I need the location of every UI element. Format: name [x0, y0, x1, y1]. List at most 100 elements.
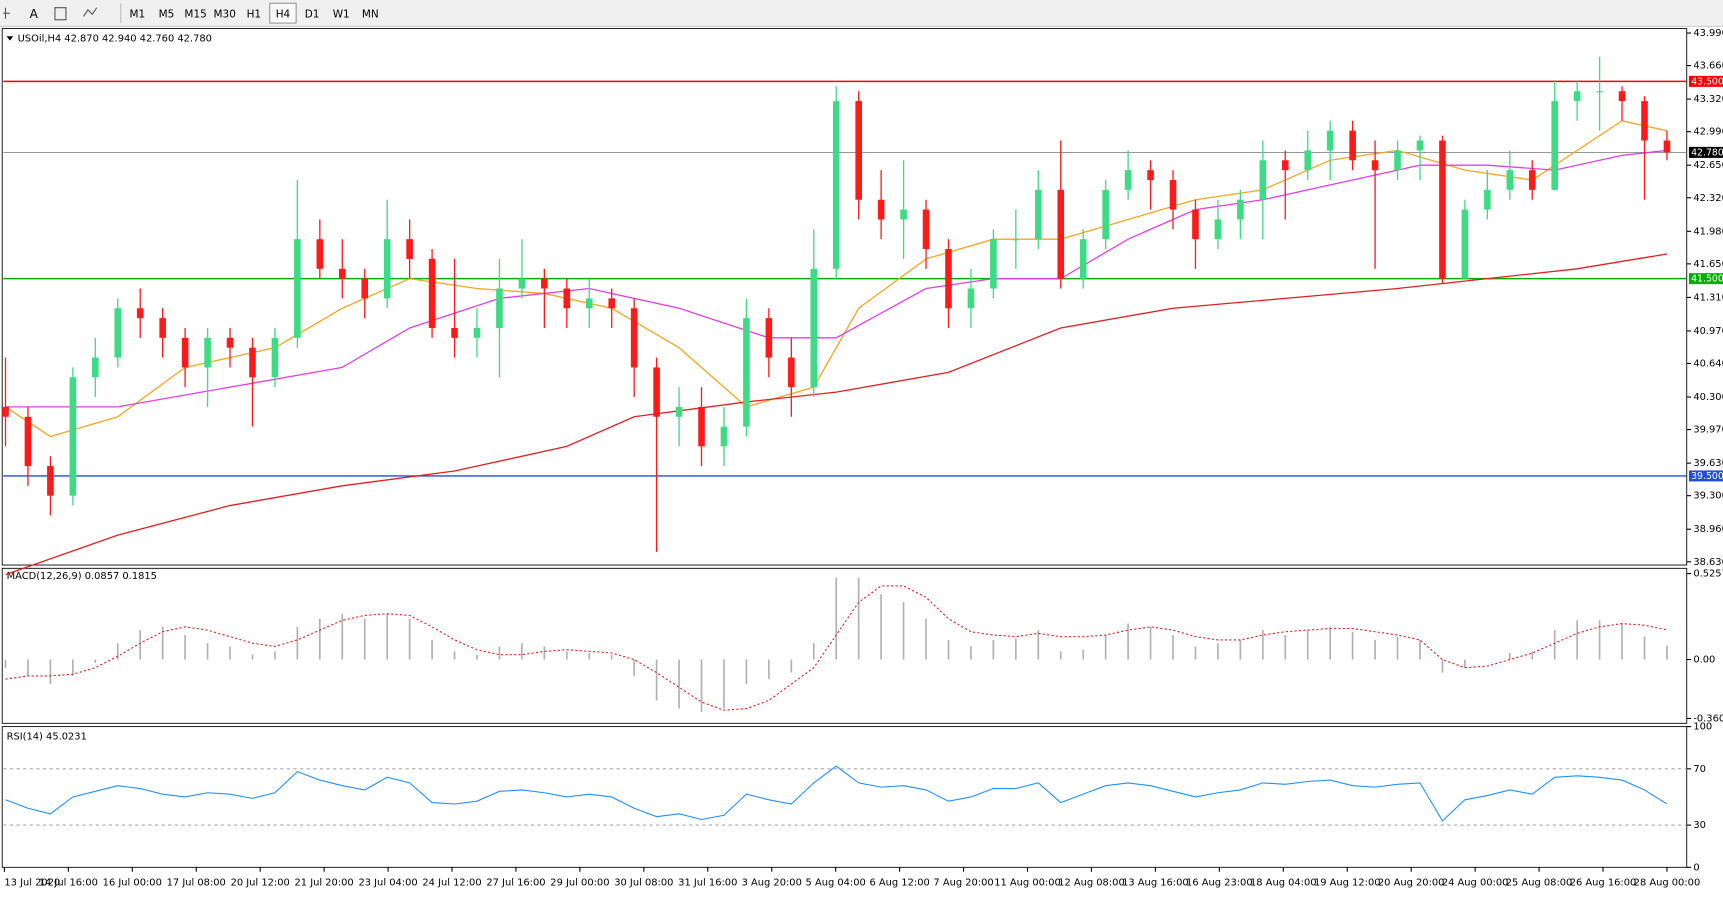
x-tick-label: 12 Aug 08:00	[1058, 878, 1125, 889]
x-tick-label: 13 Jul 2020	[4, 878, 60, 889]
y-tick-label: 39.630	[1693, 458, 1723, 469]
candle-body	[765, 318, 773, 358]
candle-body	[1079, 239, 1087, 279]
y-tick-label: 70	[1693, 764, 1706, 775]
candle-body	[69, 377, 77, 496]
candle-body	[1618, 91, 1626, 102]
candle-body	[114, 308, 122, 358]
timeframe-button[interactable]: M15	[184, 8, 206, 20]
candle-body	[1484, 189, 1491, 210]
x-tick-label: 19 Aug 12:00	[1314, 878, 1381, 889]
candle-body	[1124, 170, 1132, 190]
candle-body	[1371, 160, 1379, 171]
candle-body	[451, 327, 458, 338]
timeframe-button[interactable]: H4	[276, 8, 291, 20]
timeframe-button[interactable]: M5	[159, 8, 175, 20]
x-tick-label: 17 Jul 08:00	[167, 878, 226, 889]
rsi-panel	[1, 726, 1688, 868]
candle-body	[990, 239, 997, 289]
level-label: 42.780	[1691, 147, 1723, 158]
x-tick-label: 16 Aug 23:00	[1186, 878, 1253, 889]
y-tick-label: 41.980	[1693, 226, 1723, 237]
y-tick-label: -0.3603	[1693, 713, 1723, 724]
candle-body	[1596, 91, 1603, 93]
y-tick-label: 40.640	[1693, 358, 1723, 369]
level-label: 43.500	[1691, 76, 1723, 87]
macd-panel	[1, 567, 1688, 724]
candle-body	[518, 278, 526, 289]
candle-body	[226, 337, 234, 348]
candle-body	[1214, 219, 1222, 240]
y-tick-label: 0.00	[1693, 655, 1715, 666]
level-label: 41.500	[1691, 274, 1723, 285]
candle-body	[967, 288, 975, 309]
candle-body	[698, 406, 705, 447]
x-tick-label: 5 Aug 04:00	[806, 878, 866, 889]
moving-average	[5, 253, 1668, 576]
x-tick-label: 31 Jul 16:00	[678, 878, 737, 889]
candle-body	[1304, 150, 1312, 171]
x-tick-label: 21 Jul 20:00	[295, 878, 354, 889]
candle-body	[136, 308, 144, 319]
candle-body	[608, 298, 616, 309]
candle-body	[810, 268, 818, 388]
y-tick-label: 43.320	[1693, 94, 1723, 105]
candle-body	[720, 426, 728, 447]
candle-body	[1349, 130, 1356, 161]
timeframe-button[interactable]: W1	[333, 8, 350, 20]
y-tick-label: 30	[1693, 820, 1706, 831]
timeframe-button[interactable]: M30	[214, 8, 236, 20]
candle-body	[1034, 189, 1042, 240]
y-tick-label: 43.990	[1693, 28, 1723, 39]
candle-body	[1663, 140, 1671, 153]
label-icon	[54, 7, 67, 21]
candle-body	[383, 239, 391, 299]
candle-body	[338, 268, 346, 279]
timeframe-button[interactable]: M1	[130, 8, 146, 20]
y-tick-label: 42.990	[1693, 127, 1723, 138]
candle-body	[1259, 160, 1267, 200]
x-tick-label: 25 Aug 08:00	[1506, 878, 1573, 889]
candle-body	[1528, 170, 1536, 190]
y-tick-label: 41.650	[1693, 259, 1723, 270]
candle-body	[1573, 91, 1581, 102]
candle-body	[428, 258, 436, 328]
timeframe-button[interactable]: MN	[362, 8, 379, 20]
x-tick-label: 6 Aug 12:00	[869, 878, 929, 889]
candle-body	[204, 337, 211, 368]
timeframe-button[interactable]: H1	[247, 8, 261, 20]
candle-body	[788, 357, 795, 388]
candle-body	[249, 347, 256, 378]
x-tick-label: 30 Jul 08:00	[614, 878, 673, 889]
candle-body	[743, 318, 750, 427]
x-tick-label: 26 Aug 16:00	[1570, 878, 1637, 889]
candle-body	[1237, 199, 1244, 220]
y-tick-label: 40.300	[1693, 392, 1723, 403]
level-label-bg	[1688, 146, 1723, 158]
x-tick-label: 27 Jul 16:00	[486, 878, 545, 889]
y-tick-label: 38.630	[1693, 557, 1723, 568]
candle-body	[630, 308, 638, 368]
candle-body	[294, 239, 301, 338]
candle-body	[1461, 209, 1469, 279]
x-tick-label: 3 Aug 20:00	[742, 878, 802, 889]
timeframes: M1 M5 M15 M30 H1 H4 D1 W1 MN	[130, 2, 379, 24]
y-tick-label: 39.970	[1693, 425, 1723, 436]
candle-body	[1416, 140, 1424, 151]
candle-body	[2, 406, 9, 417]
macd-signal	[5, 585, 1668, 711]
candle-body	[24, 416, 32, 467]
crosshair-icon	[3, 7, 10, 19]
timeframe-button[interactable]: D1	[305, 8, 320, 20]
y-tick-label: 38.960	[1693, 524, 1723, 535]
candle-body	[832, 101, 840, 269]
level-label-bg	[1688, 470, 1723, 482]
y-tick-label: 42.320	[1693, 193, 1723, 204]
candle-body	[473, 327, 481, 338]
candle-body	[361, 278, 369, 299]
candle-body	[1439, 140, 1446, 279]
candle-body	[922, 209, 930, 250]
candle-body	[563, 288, 571, 309]
